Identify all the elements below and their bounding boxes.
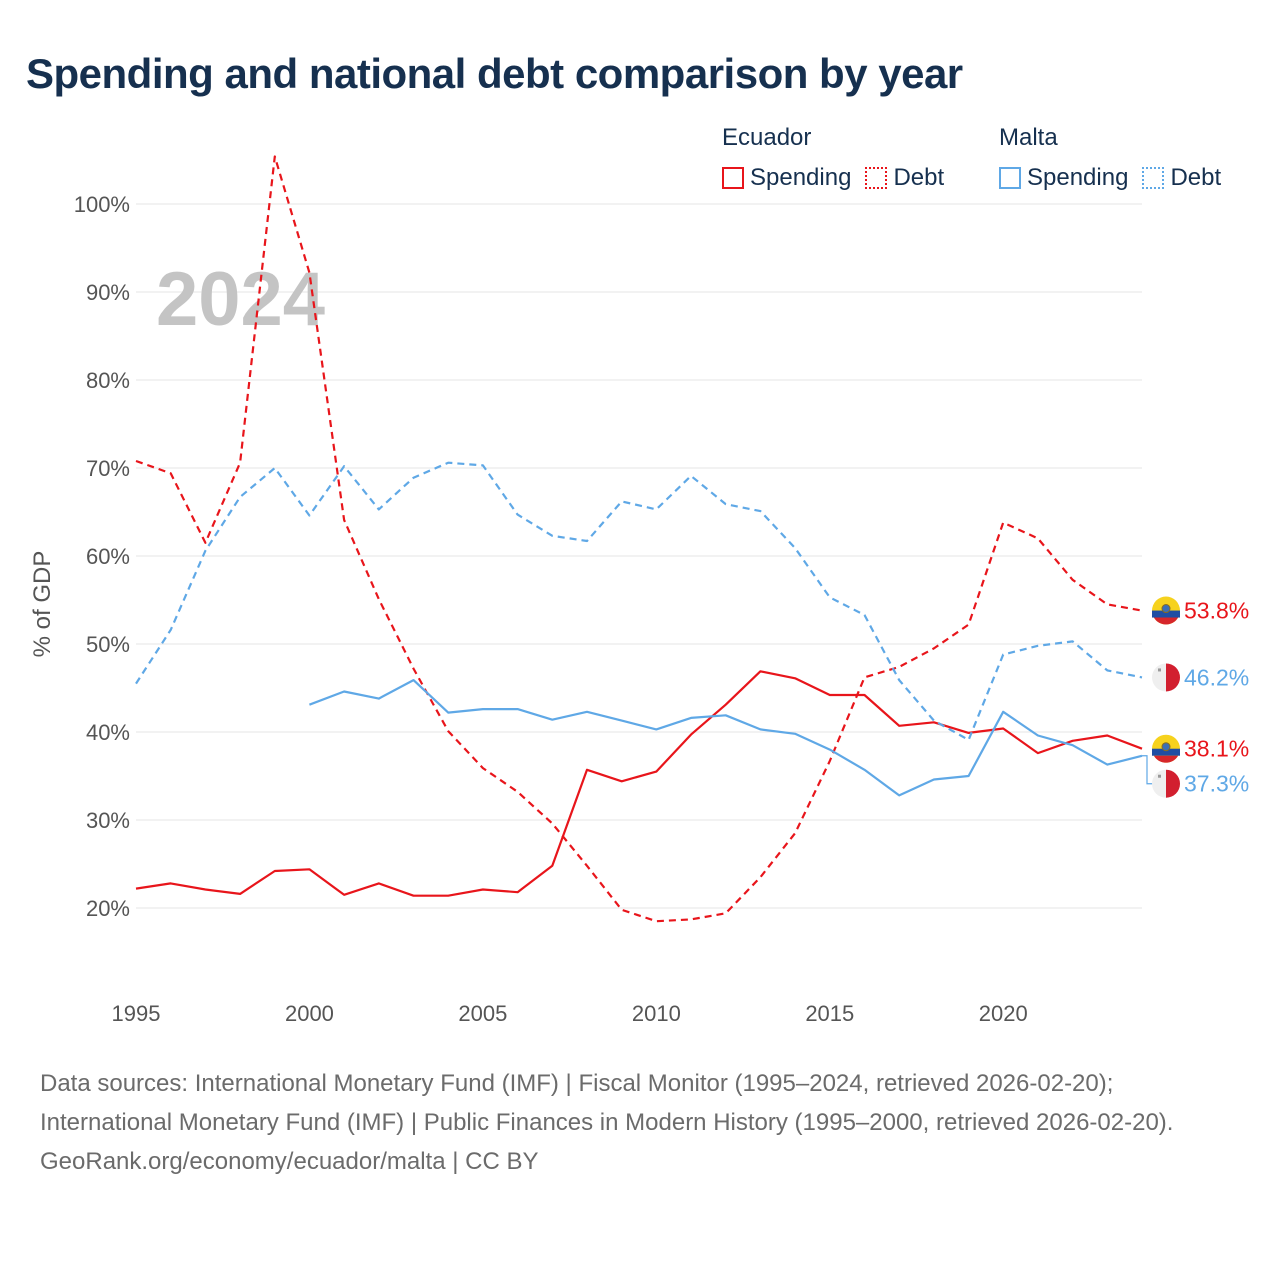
series-line-malta-spending[interactable] [309, 678, 1143, 797]
malta-flag-icon [1152, 769, 1181, 798]
end-value-label: 37.3% [1184, 771, 1249, 797]
x-tick-label: 2010 [632, 1001, 681, 1026]
y-tick-label: 30% [86, 808, 130, 833]
grid-lines [136, 203, 1142, 909]
end-value-label: 53.8% [1184, 598, 1249, 624]
y-axis-label: % of GDP [29, 551, 56, 658]
malta-flag-icon [1152, 663, 1181, 692]
line-chart: 2024 20% 30% 40% 50% 60% 70% 80% 90% 100% 1995 200… [29, 155, 1249, 1026]
ecuador-flag-icon [1152, 596, 1180, 625]
legend-item-ecuador-debt[interactable]: Debt [865, 164, 944, 192]
ecuador-flag-icon [1152, 734, 1180, 763]
y-tick-label: 90% [86, 280, 130, 305]
legend-swatch-dotted-icon [865, 167, 888, 189]
legend-country-malta: Malta [999, 124, 1058, 151]
x-tick-label: 1995 [112, 1001, 161, 1026]
legend-label: Debt [1170, 164, 1222, 191]
y-tick-label: 60% [86, 544, 130, 569]
legend-country-ecuador: Ecuador [722, 124, 812, 151]
x-tick-label: 2000 [285, 1001, 334, 1026]
legend-malta: Malta Spending Debt [999, 124, 1221, 192]
label-connector [1142, 755, 1156, 785]
legend-swatch-solid-icon [722, 167, 744, 189]
series-line-ecuador-debt[interactable] [135, 155, 1143, 923]
legend-ecuador: Ecuador Spending Debt [722, 124, 944, 192]
end-labels: 53.8% 46.2% 38.1% 37.3% [1142, 596, 1249, 798]
end-value-label: 38.1% [1184, 736, 1249, 762]
series-line-ecuador-spending[interactable] [135, 670, 1143, 897]
data-sources: Data sources: International Monetary Fun… [40, 1070, 1174, 1136]
legend-swatch-solid-icon [999, 167, 1021, 189]
end-value-label: 46.2% [1184, 664, 1249, 690]
legend-label: Spending [750, 164, 852, 191]
legend-swatch-dotted-icon [1142, 167, 1165, 189]
legend-item-malta-debt[interactable]: Debt [1142, 164, 1221, 192]
y-tick-label: 40% [86, 720, 130, 745]
legend-item-ecuador-spending[interactable]: Spending [722, 164, 851, 192]
y-tick-label: 70% [86, 456, 130, 481]
legend-label: Spending [1027, 164, 1129, 191]
series-line-malta-debt[interactable] [135, 461, 1143, 742]
y-tick-label: 20% [86, 896, 130, 921]
credit-link[interactable]: GeoRank.org/economy/ecuador/malta | CC B… [40, 1148, 539, 1175]
legend-label: Debt [893, 164, 945, 191]
axis-labels: 20% 30% 40% 50% 60% 70% 80% 90% 100% 1995 2000 2005… [74, 192, 1028, 1026]
x-tick-label: 2005 [458, 1001, 507, 1026]
y-tick-label: 80% [86, 368, 130, 393]
year-watermark: 2024 [156, 257, 325, 342]
x-tick-label: 2020 [979, 1001, 1028, 1026]
x-tick-label: 2015 [805, 1001, 854, 1026]
chart-title: Spending and national debt comparison by… [26, 50, 963, 97]
series-lines [135, 155, 1143, 923]
legend-item-malta-spending[interactable]: Spending [999, 164, 1128, 192]
y-tick-label: 50% [86, 632, 130, 657]
footer: Data sources: International Monetary Fun… [40, 1064, 1240, 1181]
y-tick-label: 100% [74, 192, 130, 217]
